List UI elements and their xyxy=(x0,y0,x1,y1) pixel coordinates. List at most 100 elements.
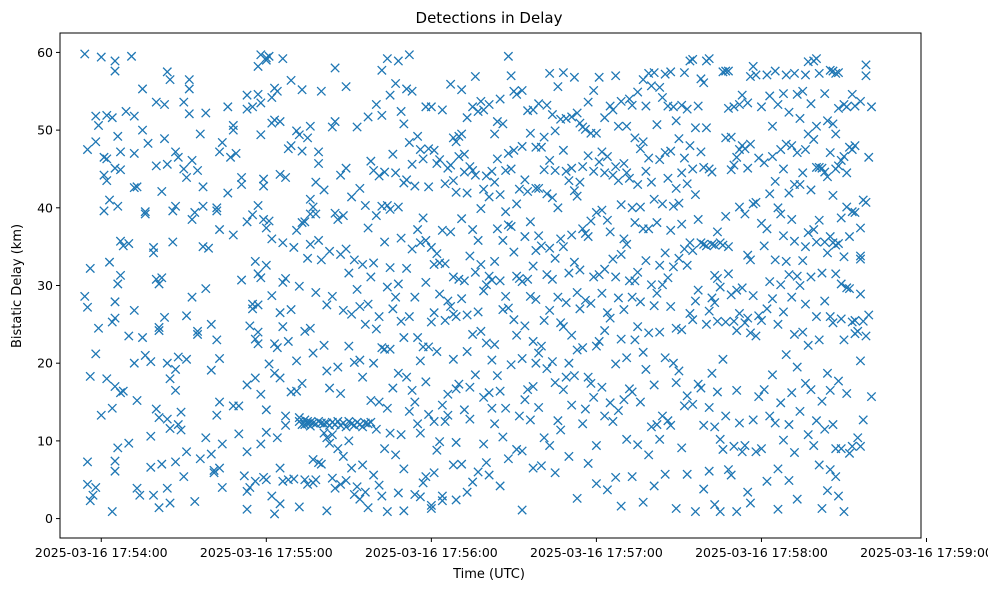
data-point xyxy=(844,283,855,294)
data-point xyxy=(377,491,387,501)
data-point xyxy=(773,504,783,514)
data-point xyxy=(580,404,591,414)
data-point xyxy=(473,235,483,246)
data-point xyxy=(671,116,681,126)
data-point xyxy=(646,280,657,290)
data-point xyxy=(385,262,395,273)
data-point xyxy=(278,322,288,332)
data-point xyxy=(591,128,602,138)
data-point xyxy=(159,99,170,110)
data-point xyxy=(132,182,142,192)
data-point xyxy=(817,503,827,514)
data-point xyxy=(476,259,486,270)
data-point xyxy=(443,410,453,420)
data-point xyxy=(528,381,538,392)
data-point xyxy=(715,434,725,444)
data-point xyxy=(275,308,285,318)
data-point xyxy=(575,304,585,314)
data-point xyxy=(674,198,684,208)
data-point xyxy=(151,161,161,171)
data-point xyxy=(151,404,161,414)
data-point xyxy=(181,311,192,321)
data-point xyxy=(357,259,368,270)
data-point xyxy=(261,405,271,415)
data-point xyxy=(256,389,266,399)
data-point xyxy=(674,253,684,263)
data-point xyxy=(223,102,233,112)
data-point xyxy=(162,67,172,77)
data-point xyxy=(657,199,668,209)
data-point xyxy=(113,131,123,141)
data-point xyxy=(324,246,335,256)
data-point xyxy=(715,506,725,517)
data-point xyxy=(181,172,192,183)
data-point xyxy=(572,191,582,201)
data-point xyxy=(363,223,373,233)
data-point xyxy=(550,165,560,176)
data-point xyxy=(459,276,470,286)
data-point xyxy=(451,187,461,197)
data-point xyxy=(765,91,775,101)
data-point xyxy=(550,377,560,388)
data-point xyxy=(154,325,164,336)
data-point xyxy=(586,216,596,226)
data-point xyxy=(569,186,580,196)
data-point xyxy=(668,262,679,272)
x-tick-label: 2025-03-16 17:56:00 xyxy=(365,545,498,560)
data-point xyxy=(401,372,412,382)
data-point xyxy=(313,457,324,468)
data-point xyxy=(272,342,282,353)
data-point xyxy=(495,481,505,491)
x-tick-label: 2025-03-16 17:57:00 xyxy=(530,545,663,560)
data-point xyxy=(517,85,527,96)
data-point xyxy=(685,238,695,248)
data-point xyxy=(767,294,778,304)
data-point xyxy=(820,88,830,99)
data-point xyxy=(115,165,126,175)
data-point xyxy=(602,485,613,495)
data-point xyxy=(696,238,706,248)
data-point xyxy=(473,467,483,477)
data-point xyxy=(333,416,343,427)
data-point xyxy=(124,238,134,249)
data-point xyxy=(382,200,393,211)
data-point xyxy=(622,168,632,178)
data-point xyxy=(250,476,260,486)
data-point xyxy=(822,485,833,496)
data-point xyxy=(440,179,450,189)
data-point xyxy=(393,202,404,212)
data-point xyxy=(459,405,470,415)
data-point xyxy=(836,155,846,166)
data-point xyxy=(308,454,318,465)
data-point xyxy=(121,106,131,117)
data-point xyxy=(99,170,109,180)
data-point xyxy=(181,447,192,457)
data-point xyxy=(487,403,497,413)
data-point xyxy=(415,144,426,155)
data-point xyxy=(583,231,593,242)
data-point xyxy=(280,172,291,183)
data-point xyxy=(784,269,794,280)
data-point xyxy=(751,197,761,208)
y-tick-label: 30 xyxy=(37,278,53,293)
data-point xyxy=(635,202,646,212)
data-point xyxy=(99,206,109,216)
data-point xyxy=(195,454,205,464)
data-point xyxy=(748,61,758,72)
data-point xyxy=(740,318,750,328)
data-point xyxy=(839,506,849,517)
data-point xyxy=(261,475,271,485)
data-point xyxy=(388,383,398,393)
x-tick-label: 2025-03-16 17:55:00 xyxy=(200,545,333,560)
data-point xyxy=(506,221,516,232)
data-point xyxy=(503,51,514,61)
data-point xyxy=(179,164,189,174)
data-point xyxy=(426,500,437,511)
data-point xyxy=(426,102,437,112)
data-point xyxy=(641,255,651,266)
data-point xyxy=(668,102,679,112)
data-point xyxy=(368,258,379,268)
data-point xyxy=(115,147,126,157)
data-point xyxy=(602,308,613,318)
data-point xyxy=(729,160,739,170)
